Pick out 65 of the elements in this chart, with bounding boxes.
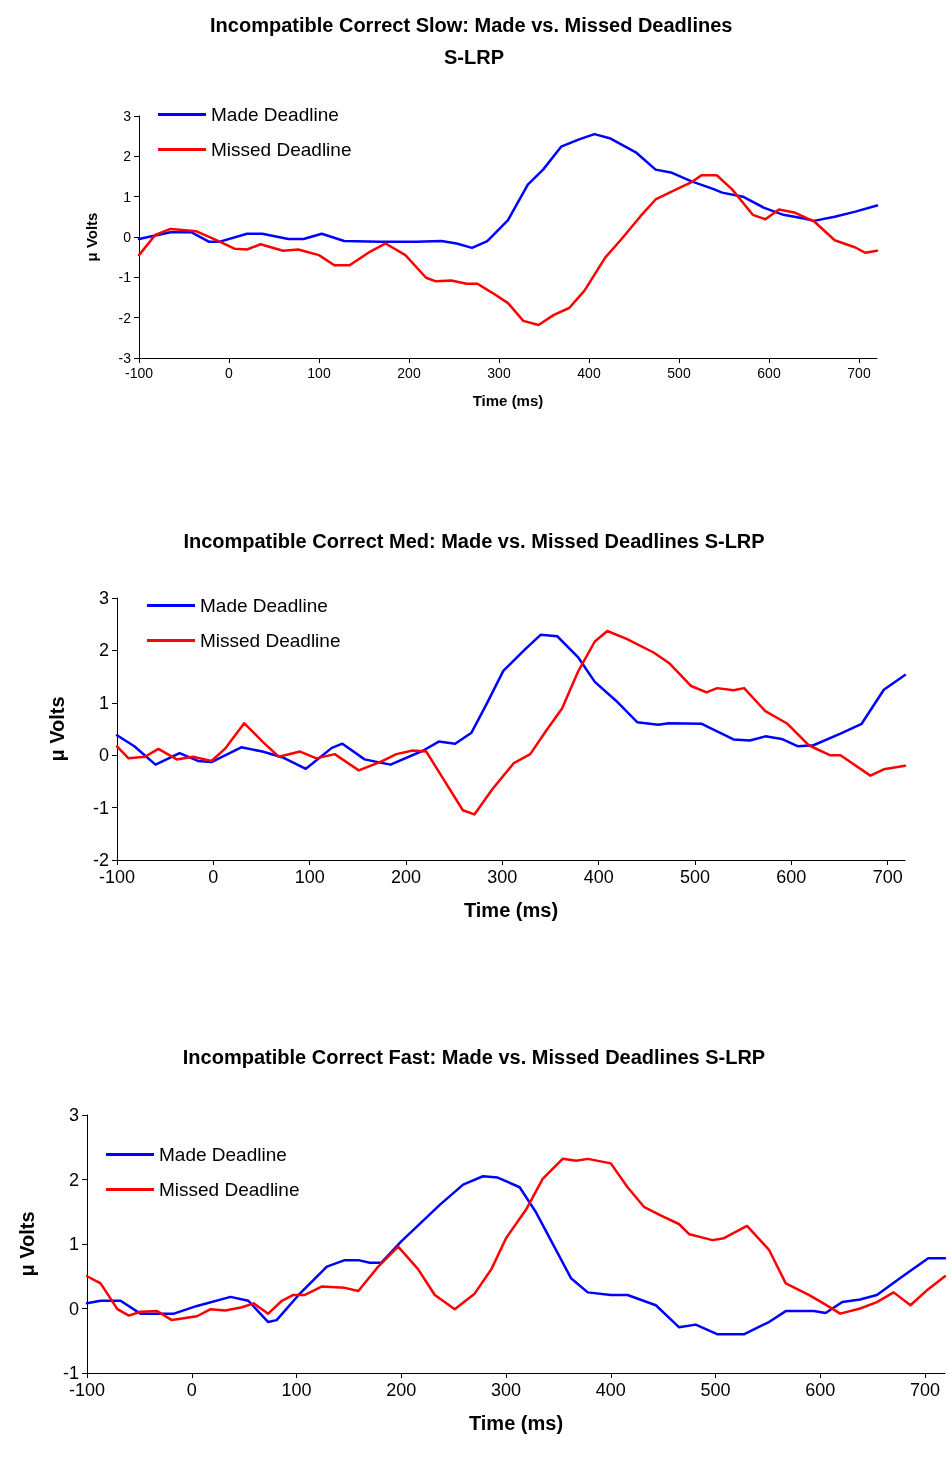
chart-title: Incompatible Correct Med: Made vs. Missed Deadlines S-LRP — [183, 530, 765, 552]
line-series — [85, 1175, 947, 1336]
y-tick-label: -3 — [118, 350, 132, 366]
y-axis-title: μ Volts — [16, 1211, 38, 1277]
x-tick-label: -100 — [98, 867, 136, 887]
x-tick-label: 400 — [583, 867, 614, 887]
legend-label: Missed Deadline — [159, 1179, 300, 1200]
x-tick-label: 300 — [487, 867, 518, 887]
y-axis-title: μ Volts — [83, 212, 100, 262]
x-tick-label: 300 — [491, 1380, 522, 1400]
x-tick-label: 600 — [757, 365, 781, 381]
chart-title: Incompatible Correct Slow: Made vs. Missed Deadlines S-LRP — [210, 14, 738, 68]
x-tick-label: 600 — [805, 1380, 836, 1400]
y-tick-label: -1 — [118, 269, 132, 286]
y-tick-label: 3 — [68, 1105, 79, 1125]
line-series — [137, 132, 879, 250]
x-tick-label: 200 — [386, 1380, 417, 1400]
x-axis-title: Time (ms) — [468, 1412, 564, 1434]
legend-label: Made Deadline — [211, 104, 339, 125]
y-tick-label: 0 — [68, 1298, 79, 1319]
y-tick-label: -2 — [118, 309, 132, 326]
x-tick-label: 0 — [186, 1380, 197, 1400]
x-tick-label: 0 — [208, 867, 219, 887]
x-tick-label: 500 — [700, 1380, 731, 1400]
x-tick-label: 400 — [577, 365, 601, 381]
legend-label: Made Deadline — [159, 1144, 287, 1165]
y-tick-label: 1 — [123, 188, 132, 205]
x-tick-label: 100 — [307, 365, 331, 381]
y-tick-label: 1 — [98, 692, 109, 713]
x-tick-label: 400 — [595, 1380, 626, 1400]
y-tick-label: 2 — [68, 1169, 79, 1190]
y-tick-label: 0 — [123, 229, 132, 245]
x-tick-label: -100 — [124, 365, 154, 381]
x-tick-label: 100 — [294, 867, 325, 887]
x-tick-label: 500 — [679, 867, 711, 887]
legend-label: Missed Deadline — [211, 139, 352, 160]
x-tick-label: 700 — [847, 365, 871, 381]
x-tick-label: 700 — [910, 1380, 941, 1400]
x-tick-label: 700 — [872, 867, 903, 887]
y-tick-label: 2 — [98, 640, 109, 661]
y-tick-label: -1 — [62, 1363, 79, 1383]
y-tick-label: 2 — [123, 148, 132, 165]
x-tick-label: -100 — [68, 1380, 106, 1400]
x-axis-title: Time (ms) — [472, 392, 544, 409]
x-tick-label: 0 — [225, 365, 234, 381]
line-series — [115, 633, 907, 771]
x-tick-label: 500 — [667, 365, 691, 381]
line-series — [115, 629, 907, 816]
y-tick-label: 1 — [68, 1234, 79, 1254]
x-tick-label: 300 — [487, 365, 511, 381]
x-tick-label: 100 — [281, 1380, 312, 1400]
y-tick-label: 3 — [123, 108, 132, 124]
y-axis-title: μ Volts — [46, 696, 68, 762]
y-tick-label: -2 — [92, 850, 109, 870]
line-series — [137, 174, 879, 327]
y-tick-label: 0 — [98, 745, 109, 766]
legend-label: Made Deadline — [200, 595, 328, 616]
x-axis-title: Time (ms) — [463, 899, 559, 921]
legend-label: Missed Deadline — [200, 630, 341, 651]
x-tick-label: 600 — [776, 867, 807, 887]
y-tick-label: 3 — [98, 588, 109, 608]
y-tick-label: -1 — [92, 797, 109, 818]
x-tick-label: 200 — [390, 867, 422, 887]
chart-title: Incompatible Correct Fast: Made vs. Missed Deadlines S-LRP — [182, 1046, 766, 1068]
x-tick-label: 200 — [397, 365, 421, 381]
